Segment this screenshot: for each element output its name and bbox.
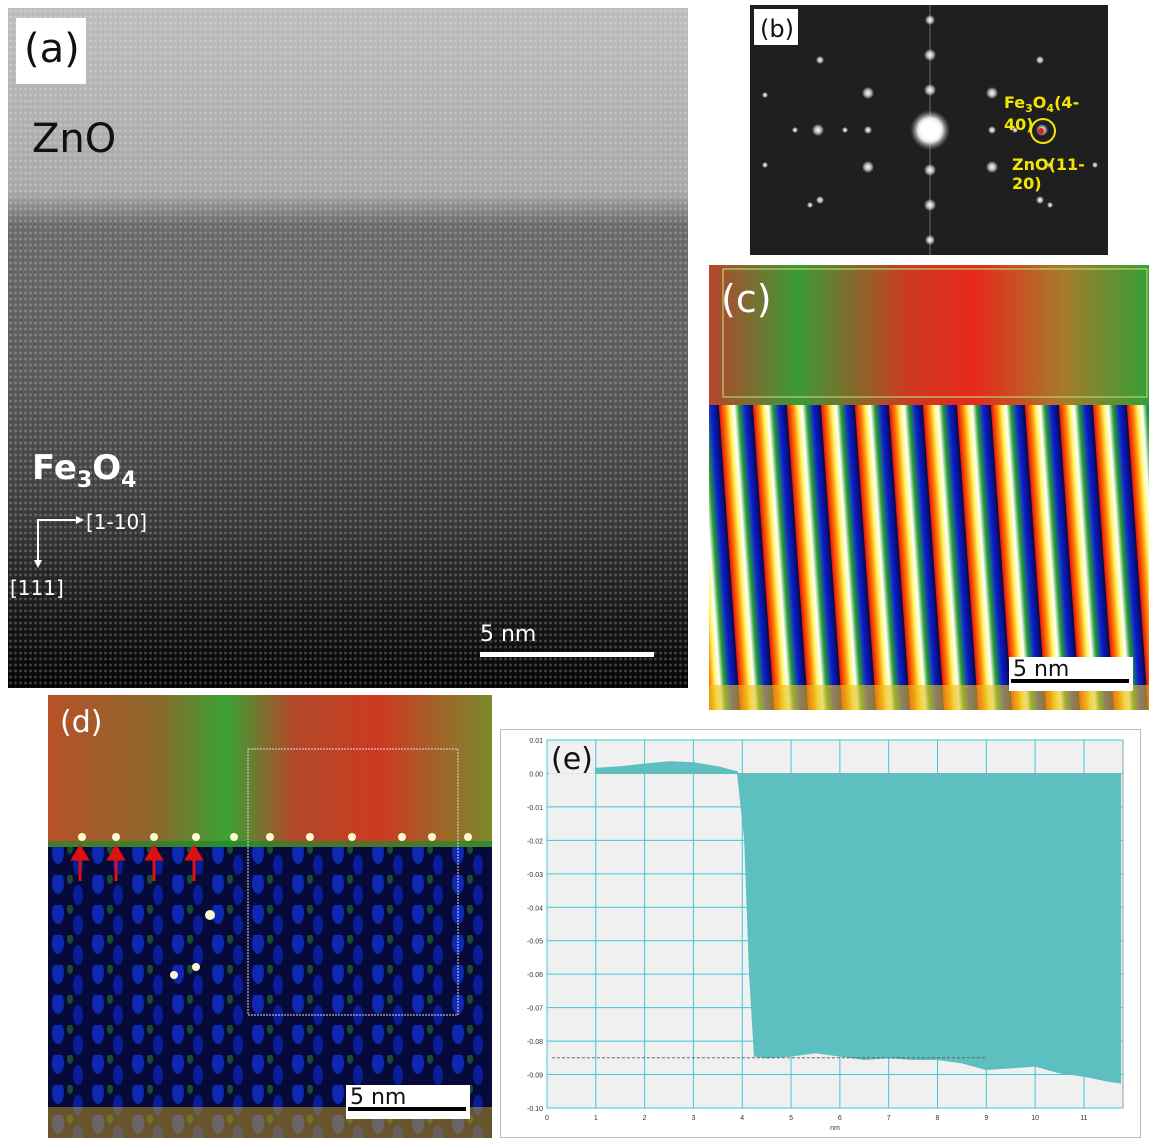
x-tick-label: 6 [838,1115,842,1122]
panel-d-scalebar-label: 5 nm [350,1085,407,1110]
x-tick-label: 4 [740,1115,744,1122]
panel-d-strain-map: (d) 5 nm [48,695,492,1138]
x-tick-label: 0 [545,1115,549,1122]
phase-fringes [709,265,1149,710]
x-tick-label: 1 [594,1115,598,1122]
strain-field [48,695,492,1138]
x-tick-label: 10 [1031,1115,1039,1122]
x-axis-label: nm [830,1125,840,1132]
x-tick-label: 8 [936,1115,940,1122]
fe3o4-spot-label: Fe3O4(4-40) [1004,93,1080,135]
y-tick-label: -0.09 [527,1073,543,1080]
zno-spot-label: ZnO(11-20) [1012,155,1085,193]
zno-label: ZnO [32,116,117,162]
direction-x-label: [1-10] [86,510,147,534]
panel-b-fft-pattern: (b) Fe3O4(4-40) ZnO(11-20) [750,5,1108,255]
panel-a-label: (a) [24,26,80,72]
x-tick-label: 7 [887,1115,891,1122]
panel-b-label-box [754,9,798,45]
y-tick-label: 0.01 [529,738,543,745]
fe3o4-label: Fe3O4 [32,448,137,493]
panel-c-scalebar-label: 5 nm [1013,657,1070,682]
y-tick-label: -0.07 [527,1006,543,1013]
panel-a-scalebar [480,652,654,657]
x-tick-label: 2 [643,1115,647,1122]
line-profile-plot: 0.01 0.00 -0.01 -0.02 -0.03 -0.04 -0.05 -0.06 -0… [527,738,1124,1132]
direction-axes-icon [34,516,84,568]
x-tick-label: 11 [1080,1115,1087,1122]
spot-highlight-circle [1030,118,1056,144]
y-tick-label: -0.05 [527,939,543,946]
x-tick-label: 3 [691,1115,695,1122]
panel-a-haadf-image: (a) ZnO Fe3O4 [1-10] [111] 5 nm [8,8,688,688]
panel-c-phase-map: (c) 5 nm [709,265,1149,710]
panel-d-label: (d) [60,705,103,740]
panel-c-label: (c) [721,277,772,321]
x-tick-label: 9 [984,1115,988,1122]
y-tick-label: -0.10 [527,1106,543,1113]
panel-a-label-box [16,18,86,84]
y-tick-label: -0.06 [527,972,543,979]
direction-y-label: [111] [10,576,64,600]
x-tick-label: 5 [789,1115,793,1122]
panel-e-line-profile-chart: 0.01 0.00 -0.01 -0.02 -0.03 -0.04 -0.05 -0.06 -0… [500,729,1141,1138]
profile-area [592,761,1122,1084]
panel-b-label: (b) [760,15,794,43]
region-of-interest-box [247,748,459,1016]
y-tick-label: -0.03 [527,872,543,879]
atomic-lattice-texture [8,8,688,688]
y-tick-label: -0.08 [527,1039,543,1046]
panel-d-scalebar [348,1107,466,1111]
y-tick-label: -0.02 [527,838,543,845]
y-tick-label: -0.01 [527,805,543,812]
y-tick-label: -0.04 [527,905,543,912]
misfit-dislocation-arrows [70,844,204,881]
panel-a-scalebar-label: 5 nm [480,622,537,647]
diffraction-spots [754,5,1098,255]
y-tick-label: 0.00 [529,771,543,778]
panel-e-label: (e) [549,742,595,777]
panel-c-scalebar [1011,679,1129,683]
